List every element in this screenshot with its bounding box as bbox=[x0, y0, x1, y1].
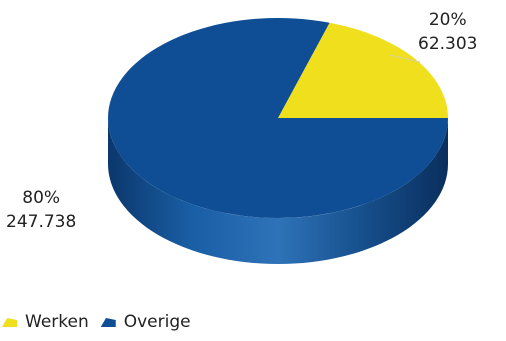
data-label-overige: 80% 247.738 bbox=[6, 186, 76, 234]
data-label-werken-value: 62.303 bbox=[418, 34, 478, 54]
legend-swatch-werken bbox=[2, 318, 17, 327]
legend-swatch-overige bbox=[100, 318, 116, 327]
data-label-werken-percent: 20% bbox=[428, 10, 467, 30]
pie-slice-overige[interactable] bbox=[108, 17, 449, 218]
legend-item-werken[interactable]: Werken bbox=[2, 312, 89, 332]
legend-label-overige: Overige bbox=[123, 312, 191, 332]
legend-label-werken: Werken bbox=[25, 312, 89, 332]
legend-item-overige[interactable]: Overige bbox=[100, 312, 191, 332]
data-label-overige-percent: 80% bbox=[22, 188, 61, 208]
leader-line-werken bbox=[389, 54, 421, 63]
data-label-overige-value: 247.738 bbox=[6, 212, 77, 232]
pie-side-overige bbox=[108, 118, 448, 264]
pie-slice-werken[interactable] bbox=[278, 22, 448, 118]
legend: Werken Overige bbox=[2, 312, 203, 332]
data-label-werken: 20% 62.303 bbox=[418, 8, 477, 56]
